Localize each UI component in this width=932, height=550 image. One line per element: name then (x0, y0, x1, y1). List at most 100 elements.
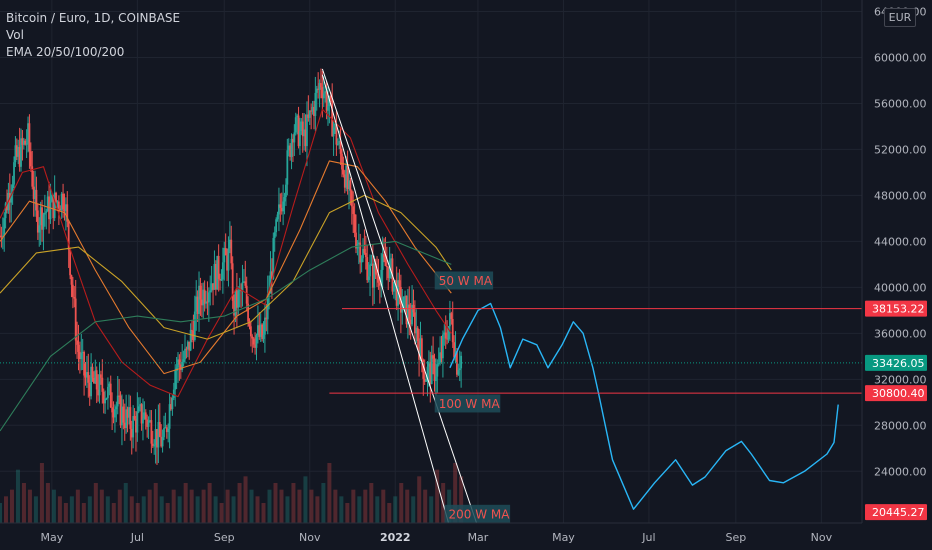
volume-bar (411, 496, 416, 523)
candle-body (252, 338, 255, 345)
volume-bar (399, 483, 404, 523)
candle-body (60, 193, 63, 211)
candle-body (437, 362, 440, 365)
volume-indicator-label[interactable]: Vol (6, 28, 24, 42)
volume-bar (285, 496, 290, 523)
candle-body (38, 225, 41, 233)
candle-body (350, 190, 353, 207)
time-tick-label: Jul (130, 531, 144, 544)
price-tick-label: 40000.00 (874, 281, 927, 294)
volume-bar (459, 476, 464, 523)
ema-indicator-label[interactable]: EMA 20/50/100/200 (6, 45, 125, 59)
candle-body (121, 406, 123, 426)
candle-body (244, 281, 247, 286)
candle-body (334, 123, 336, 128)
volume-bar (321, 483, 326, 523)
grid (0, 0, 862, 523)
candle-body (355, 232, 357, 249)
candle-body (440, 352, 443, 359)
price-tick-label: 60000.00 (874, 51, 927, 64)
candle-body (406, 304, 409, 325)
volume-bar (357, 496, 362, 523)
candle-body (156, 429, 158, 448)
candle-body (13, 162, 15, 185)
candle-body (398, 280, 401, 287)
candle-body (123, 422, 126, 429)
volume-bar (147, 489, 152, 523)
candle-body (107, 386, 109, 399)
candle-body (71, 284, 74, 297)
candle-body (196, 296, 199, 314)
candle-body (374, 263, 377, 275)
price-badge (865, 354, 927, 371)
candle-body (91, 366, 94, 378)
price-tick-label: 56000.00 (874, 97, 927, 110)
candle-body (174, 370, 177, 390)
candle-body (200, 299, 203, 306)
candle-body (185, 348, 188, 350)
candle-body (450, 313, 453, 319)
annotation-box (434, 394, 501, 413)
volume-bar (231, 496, 236, 523)
candle-body (219, 278, 221, 281)
candle-body (39, 207, 42, 226)
candle-body (430, 355, 433, 384)
candle-body (439, 352, 442, 363)
candle-body (111, 407, 114, 413)
candle-body (29, 151, 32, 167)
candle-body (409, 319, 412, 325)
candle-body (163, 428, 165, 438)
candle-body (112, 412, 115, 418)
volume-bar (267, 489, 272, 523)
time-axis-bg (0, 523, 932, 550)
candle-body (108, 383, 111, 387)
volume-bar (405, 489, 410, 523)
candle-body (177, 359, 179, 368)
volume-bar (351, 489, 356, 523)
candle-body (55, 192, 57, 203)
candle-body (366, 257, 369, 281)
candle-body (24, 140, 27, 145)
price-badge (865, 504, 927, 521)
candle-body (447, 326, 450, 340)
time-tick-label: Sep (214, 531, 235, 544)
candle-body (269, 271, 272, 294)
volume-bar (135, 503, 140, 523)
candle-body (153, 445, 156, 447)
candle-body (377, 274, 380, 283)
candle-body (306, 114, 308, 147)
candle-body (308, 110, 311, 118)
candle-body (164, 427, 167, 429)
candle-body (405, 295, 408, 325)
volume-bar (435, 469, 440, 523)
candle-body (199, 285, 202, 300)
candle-body (383, 254, 385, 258)
annotation-box (444, 504, 511, 523)
candle-body (179, 364, 182, 370)
candle-body (423, 378, 426, 382)
candle-body (74, 298, 77, 341)
candle-body (404, 295, 406, 297)
chart-legend: Bitcoin / Euro, 1D, COINBASE Vol EMA 20/… (6, 10, 180, 61)
trendline (321, 68, 478, 523)
candle-body (346, 165, 349, 190)
volume-bar (189, 489, 194, 523)
candle-body (223, 247, 226, 263)
candle-body (94, 370, 97, 384)
candle-body (184, 348, 186, 360)
candle-body (426, 366, 429, 380)
volume-bar (27, 489, 32, 523)
candle-body (266, 294, 269, 320)
symbol-title[interactable]: Bitcoin / Euro, 1D, COINBASE (6, 11, 181, 25)
candle-body (314, 92, 317, 116)
candle-body (18, 147, 21, 167)
volume-bar (63, 503, 68, 523)
candle-body (22, 140, 25, 145)
candle-body (137, 406, 140, 412)
candle-body (297, 115, 300, 147)
currency-button[interactable]: EUR (884, 8, 916, 27)
candle-body (294, 117, 297, 133)
candle-body (378, 282, 381, 286)
candle-body (254, 344, 256, 348)
